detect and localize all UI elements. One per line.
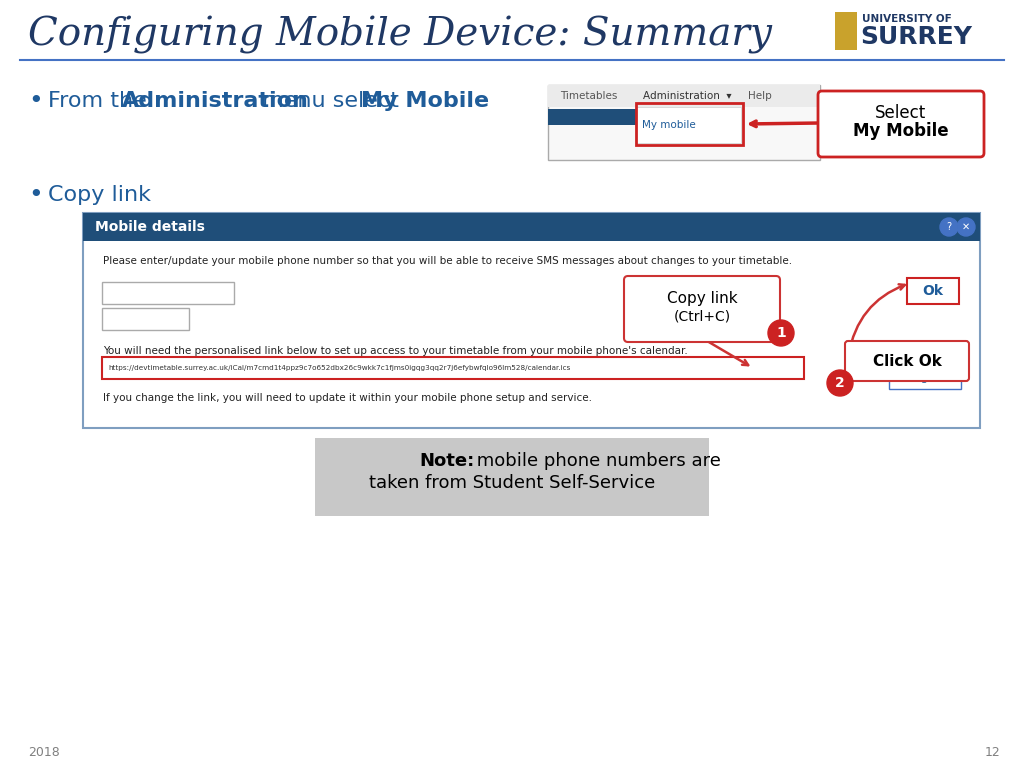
Text: SURREY: SURREY [860,25,972,49]
FancyBboxPatch shape [83,213,980,428]
Text: My Mobile: My Mobile [361,91,489,111]
FancyBboxPatch shape [548,109,653,125]
Text: Change link: Change link [892,373,958,383]
Text: Administration  ▾: Administration ▾ [643,91,731,101]
Text: Copy link: Copy link [48,185,151,205]
Text: 12: 12 [984,746,1000,760]
FancyBboxPatch shape [548,85,820,160]
FancyBboxPatch shape [889,367,961,389]
FancyBboxPatch shape [624,276,780,342]
Text: https://devtimetable.surrey.ac.uk/iCal/m7cmd1t4ppz9c7o652dbx26c9wkk7c1fjms0igqg3: https://devtimetable.surrey.ac.uk/iCal/m… [108,365,570,371]
Text: My mobile: My mobile [642,120,695,130]
FancyBboxPatch shape [102,282,234,304]
FancyBboxPatch shape [818,91,984,157]
Text: (Ctrl+C): (Ctrl+C) [674,309,730,323]
Text: Configuring Mobile Device: Summary: Configuring Mobile Device: Summary [28,16,772,54]
Text: If you change the link, you will need to update it within your mobile phone setu: If you change the link, you will need to… [103,393,592,403]
FancyBboxPatch shape [907,278,959,304]
Text: You will need the personalised link below to set up access to your timetable fro: You will need the personalised link belo… [103,346,688,356]
Text: Ok: Ok [923,284,943,298]
Text: menu select: menu select [255,91,406,111]
Text: Help: Help [748,91,772,101]
Text: Click Ok: Click Ok [872,353,941,369]
Text: ?: ? [946,222,951,232]
Text: 2: 2 [836,376,845,390]
Text: Select: Select [876,104,927,122]
FancyBboxPatch shape [102,308,189,330]
Text: Mobile details: Mobile details [95,220,205,234]
FancyBboxPatch shape [835,12,857,50]
Text: •: • [28,183,43,207]
Circle shape [768,320,794,346]
Text: ✕: ✕ [962,222,970,232]
FancyBboxPatch shape [102,357,804,379]
FancyBboxPatch shape [83,213,980,241]
Text: 2018: 2018 [28,746,59,760]
FancyBboxPatch shape [636,107,741,143]
FancyBboxPatch shape [548,85,820,107]
Circle shape [940,218,958,236]
FancyBboxPatch shape [315,438,709,516]
Text: •: • [28,89,43,113]
Text: Administration: Administration [122,91,308,111]
Text: mobile phone numbers are: mobile phone numbers are [471,452,721,470]
Text: My Mobile: My Mobile [853,122,949,140]
Text: Please enter/update your mobile phone number so that you will be able to receive: Please enter/update your mobile phone nu… [103,256,793,266]
Text: Note:: Note: [419,452,474,470]
Circle shape [957,218,975,236]
FancyBboxPatch shape [845,341,969,381]
Text: From the: From the [48,91,154,111]
Text: taken from Student Self-Service: taken from Student Self-Service [369,474,655,492]
Text: Copy link: Copy link [667,290,737,306]
Circle shape [827,370,853,396]
Text: 1: 1 [776,326,785,340]
Text: Timetables: Timetables [560,91,617,101]
Text: UNIVERSITY OF: UNIVERSITY OF [862,14,951,24]
